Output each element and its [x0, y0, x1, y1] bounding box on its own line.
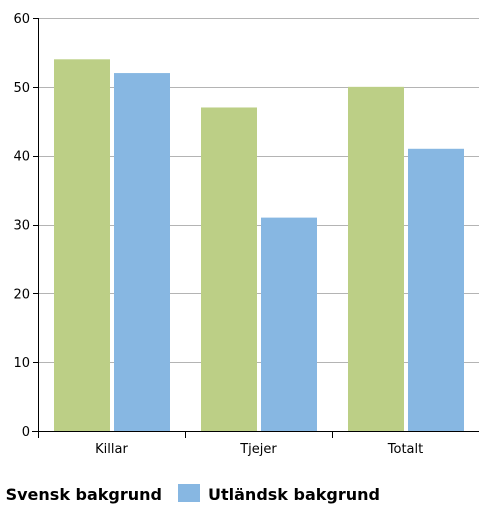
y-tick-label: 60: [13, 12, 30, 27]
bar-killar-series-1: [54, 59, 110, 432]
y-tick-label: 10: [13, 356, 30, 371]
gridlines: [38, 18, 479, 363]
y-tick-label: 40: [13, 150, 30, 165]
y-tick-label: 30: [13, 219, 30, 234]
y-tick-label: 0: [22, 425, 30, 440]
y-tick-labels: 0 10 20 30 40 50 60: [13, 12, 30, 440]
axes: [32, 18, 479, 438]
legend-label-series-1: Svensk bakgrund: [6, 485, 162, 504]
legend-swatch-series-2: [178, 484, 200, 502]
bar-tjejer-series-1: [201, 107, 257, 431]
y-tick-label: 50: [13, 81, 30, 96]
legend-label-series-2: Utländsk bakgrund: [208, 485, 380, 504]
x-tick-label: Totalt: [387, 442, 423, 457]
x-tick-label: Killar: [95, 442, 128, 457]
legend: Svensk bakgrund Utländsk bakgrund: [6, 484, 380, 504]
bar-tjejer-series-2: [261, 217, 317, 431]
x-tick-labels: Killar Tjejer Totalt: [95, 442, 423, 457]
x-tick-label: Tjejer: [239, 442, 277, 457]
bars: [54, 59, 464, 432]
bar-killar-series-2: [114, 73, 170, 432]
y-tick-label: 20: [13, 287, 30, 302]
bar-totalt-series-1: [348, 86, 404, 431]
bar-totalt-series-2: [408, 148, 464, 432]
